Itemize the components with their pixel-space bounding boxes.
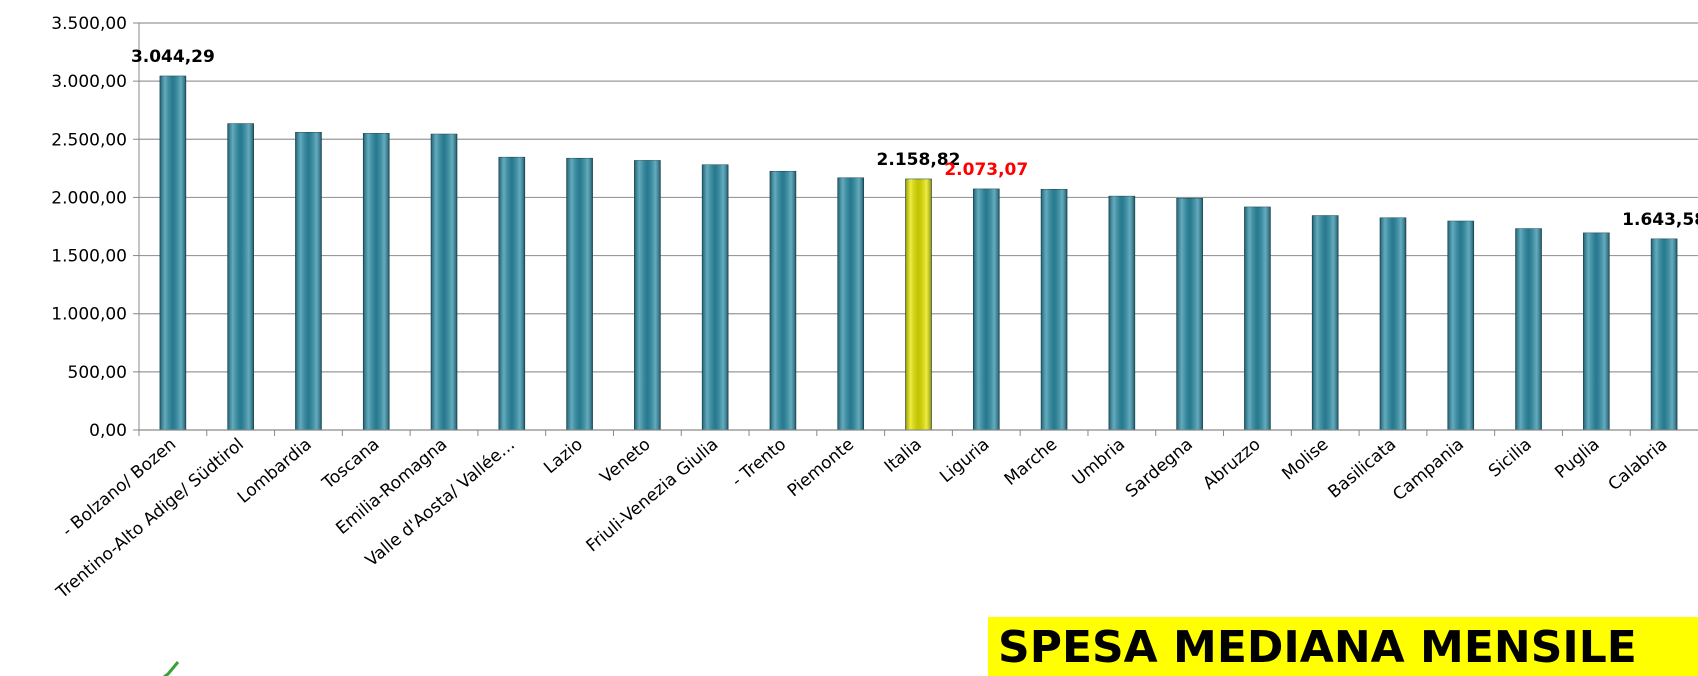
x-tick-label: Lazio <box>540 435 587 479</box>
bar-shade <box>1312 215 1339 430</box>
x-tick-label: Molise <box>1278 435 1332 485</box>
x-tick-label: Umbria <box>1069 435 1129 490</box>
banner: SPESA MEDIANA MENSILE <box>988 617 1698 676</box>
bar-shade <box>363 133 390 430</box>
bar-shade <box>634 160 661 430</box>
y-tick-label: 3.500,00 <box>51 14 127 34</box>
bar-shade <box>1583 232 1610 430</box>
x-tick-label: Sardegna <box>1122 435 1197 502</box>
bar-shade <box>1515 228 1542 430</box>
x-tick-label: Veneto <box>596 435 654 488</box>
bar-shade <box>837 177 864 430</box>
bar-shade <box>905 178 932 430</box>
x-tick-label: - Trento <box>728 435 790 492</box>
bar-shade <box>973 188 1000 430</box>
x-tick-label: Sicilia <box>1485 435 1536 482</box>
bar-shade <box>1379 217 1406 430</box>
x-tick-label: Toscana <box>318 435 383 494</box>
value-label: 2.158,82 <box>877 150 961 170</box>
x-tick-label: Liguria <box>936 435 993 488</box>
x-tick-label: Abruzzo <box>1199 435 1264 494</box>
x-tick-label: Friuli-Venezia Giulia <box>583 435 723 557</box>
x-tick-label: Lombardia <box>234 435 316 508</box>
bar-shade <box>566 158 593 430</box>
bar-shade <box>159 75 186 431</box>
value-label: 3.044,29 <box>131 47 215 67</box>
y-tick-label: 2.000,00 <box>51 188 127 208</box>
y-tick-label: 2.500,00 <box>51 130 127 150</box>
y-tick-label: 500,00 <box>68 363 127 383</box>
bar-shade <box>431 134 458 430</box>
y-tick-label: 1.000,00 <box>51 305 127 325</box>
x-tick-label: Basilicata <box>1325 435 1401 503</box>
bar-shade <box>769 171 796 430</box>
bar-shade <box>1447 221 1474 430</box>
bar-shade <box>227 123 254 430</box>
x-tick-label: Campania <box>1389 435 1468 506</box>
bar-shade <box>1041 189 1068 430</box>
x-tick-label: Puglia <box>1551 435 1603 483</box>
x-tick-label: Calabria <box>1605 435 1672 496</box>
check-icon <box>162 661 180 676</box>
x-tick-label: Emilia-Romagna <box>332 435 451 539</box>
y-tick-label: 3.000,00 <box>51 72 127 92</box>
bar-shade <box>1176 198 1203 430</box>
x-tick-label: - Bolzano/ Bozen <box>58 435 180 542</box>
x-tick-label: Italia <box>881 435 926 477</box>
bar-shade <box>1651 238 1678 430</box>
bar-shade <box>1244 206 1271 430</box>
bar-shade <box>702 164 729 430</box>
bar-shade <box>1108 196 1135 430</box>
x-tick-label: Marche <box>1001 435 1062 490</box>
value-label: 1.643,58 <box>1622 210 1698 230</box>
bar-shade <box>498 157 525 430</box>
y-tick-label: 1.500,00 <box>51 247 127 267</box>
value-label: 2.073,07 <box>944 160 1028 180</box>
y-tick-label: 0,00 <box>89 421 127 441</box>
bar-shade <box>295 132 322 430</box>
x-tick-label: Piemonte <box>784 435 858 502</box>
